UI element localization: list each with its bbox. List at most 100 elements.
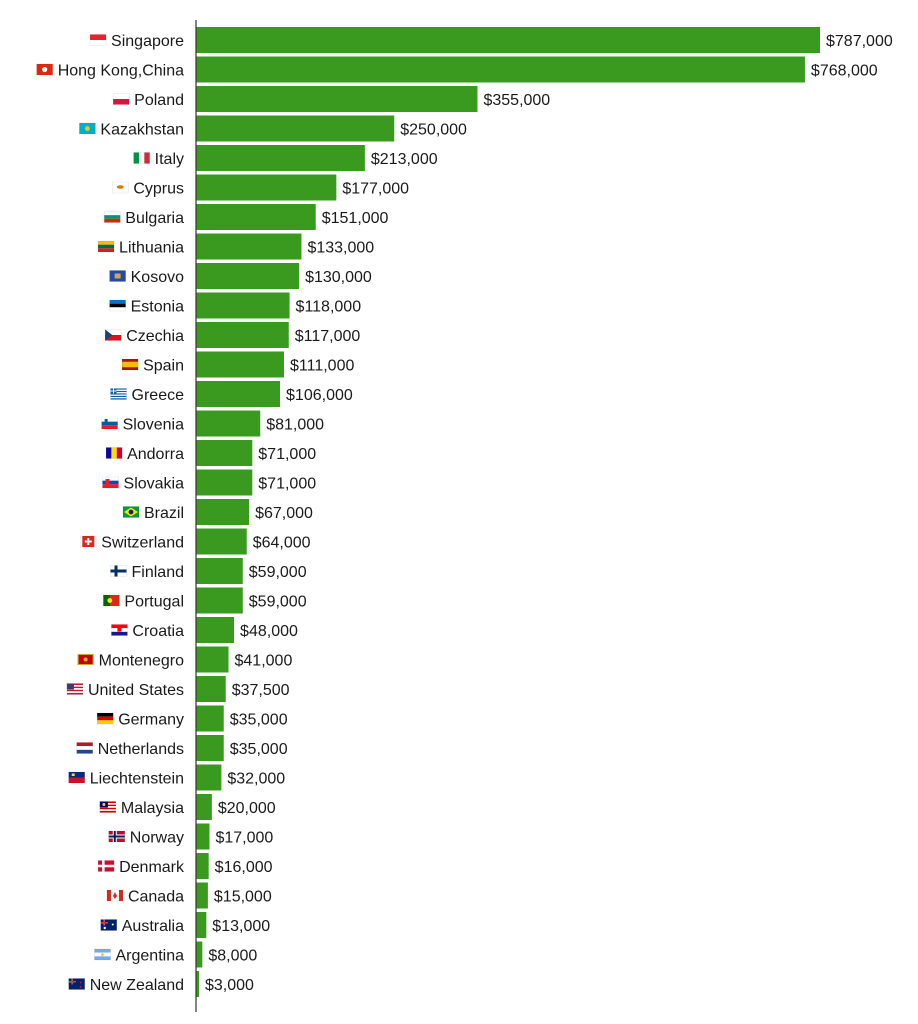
value-label: $32,000 [227,771,285,788]
bar-row: $250,000 Kazakhstan [79,115,467,142]
bar-row: $17,000 Norway [108,823,273,850]
category-label: Croatia [132,623,184,640]
value-label: $37,500 [232,682,290,699]
category-label: Montenegro [99,653,184,670]
bar [196,794,212,820]
bar-row: $117,000 Czechia [104,322,361,348]
finland-flag-icon [110,565,127,577]
slovakia-flag-icon [102,476,119,489]
category-label: Slovenia [123,417,184,434]
category-label: Greece [132,387,185,404]
bar-row: $48,000 Croatia [111,617,298,643]
portugal-flag-icon [103,594,120,607]
value-label: $48,000 [240,623,298,640]
united-states-flag-icon [66,683,84,695]
bar [196,322,289,348]
bar [196,971,199,997]
bar-row: $35,000 Germany [96,705,288,732]
value-label: $250,000 [400,122,467,139]
value-label: $59,000 [249,564,307,581]
bar [196,115,395,142]
category-label: New Zealand [90,977,184,994]
bar [196,558,243,584]
value-label: $67,000 [255,505,313,522]
bar [196,676,226,702]
value-label: $71,000 [258,446,316,463]
bar [196,145,365,171]
bar [196,56,805,83]
value-label: $41,000 [235,653,293,670]
bar-row: $355,000 Poland [112,86,550,112]
category-label: Lithuania [119,240,184,257]
value-label: $35,000 [230,712,288,729]
brazil-flag-icon [122,506,140,518]
bar [196,646,229,673]
bar [196,823,210,850]
bar [196,853,209,879]
value-label: $768,000 [811,63,878,80]
bar [196,528,247,555]
category-label: Andorra [127,446,184,463]
bar-row: $81,000 Slovenia [101,410,324,437]
value-label: $355,000 [483,92,550,109]
bar [196,764,222,791]
estonia-flag-icon [109,299,126,312]
category-label: Kosovo [131,269,184,286]
value-label: $151,000 [322,210,389,227]
bar [196,351,285,378]
singapore-flag-icon [89,34,107,46]
category-label: Netherlands [98,741,184,758]
value-label: $130,000 [305,269,372,286]
czechia-flag-icon [104,329,122,341]
category-label: Finland [132,564,184,581]
bar-row: $118,000 Estonia [109,292,362,319]
category-label: Kazakhstan [100,122,184,139]
hong-kong-flag-icon [36,63,53,76]
bar-row: $15,000 Canada [106,882,272,909]
bar-row: $20,000 Malaysia [99,794,276,820]
bar-row: $13,000 Australia [100,912,270,938]
switzerland-flag-icon [80,535,97,548]
category-label: Singapore [111,33,184,50]
category-label: Denmark [119,859,185,876]
liechtenstein-flag-icon [68,771,85,784]
bar [196,882,208,909]
category-label: Estonia [131,299,184,316]
bar [196,912,207,938]
bar [196,499,250,525]
bar-row: $32,000 Liechtenstein [68,764,285,791]
category-label: United States [88,682,184,699]
category-label: Switzerland [101,535,184,552]
value-label: $13,000 [212,918,270,935]
bar-row: $133,000 Lithuania [97,233,374,260]
bar [196,27,820,53]
bar [196,204,316,230]
category-label: Brazil [144,505,184,522]
bar [196,705,224,732]
bar [196,587,243,614]
value-label: $177,000 [342,181,409,198]
bar [196,469,253,496]
bar-row: $59,000 Portugal [103,587,307,614]
bar-row: $151,000 Bulgaria [104,204,389,230]
category-label: Cyprus [133,181,184,198]
value-label: $117,000 [295,328,361,345]
value-label: $106,000 [286,387,353,404]
value-label: $64,000 [253,535,311,552]
bar [196,410,261,437]
bar [196,233,302,260]
bulgaria-flag-icon [104,211,121,223]
bar-row: $41,000 Montenegro [77,646,293,673]
value-label: $71,000 [258,476,316,493]
category-label: Norway [130,830,184,847]
bar [196,941,203,968]
australia-flag-icon [100,919,117,931]
value-label: $118,000 [296,299,362,316]
bar-row: $111,000 Spain [121,351,354,378]
value-label: $17,000 [215,830,273,847]
bar [196,440,253,466]
value-label: $15,000 [214,889,272,906]
category-label: Poland [134,92,184,109]
value-label: $3,000 [205,977,254,994]
